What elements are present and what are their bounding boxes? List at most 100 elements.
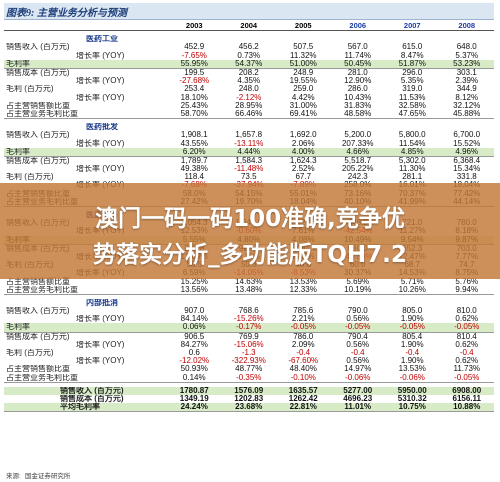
total-value-cell: 1635.57: [276, 386, 331, 395]
table-row: 增长率 (YOY) 49.38% -11.48% 2.52% 205.22% 11.30%…: [4, 165, 494, 173]
value-cell: 84.14%: [180, 315, 208, 324]
value-cell: 296.0: [402, 68, 423, 78]
value-cell: 5.37%: [455, 51, 479, 60]
value-cell: 5,200.0: [344, 131, 372, 140]
value-cell: 5,302.0: [398, 156, 426, 165]
section-title: 医药批发: [4, 123, 167, 132]
value-cell: 0.62%: [455, 340, 479, 349]
value-cell: 13.53%: [398, 365, 426, 374]
value-cell: 805.4: [402, 332, 423, 341]
total-value-cell: 24.24%: [167, 403, 222, 413]
value-cell: 66.46%: [221, 109, 276, 120]
table-row: 占主营业务毛利比重 0.14% -0.35% -0.10% -0.06% -0.06% -0…: [4, 373, 494, 383]
row-label: 占主营销售额比重: [6, 365, 70, 374]
table-row: 增长率 (YOY) 43.55% -13.11% 2.06% 207.33% 11.54%…: [4, 139, 494, 147]
value-cell: 8.12%: [455, 93, 479, 102]
section-blank-cell: [385, 298, 440, 307]
row-label: 增长率 (YOY): [76, 315, 125, 324]
value-cell: -1.3: [241, 348, 256, 358]
row-label: 销售成本 (百万元): [6, 68, 70, 78]
year-header: 2003: [167, 22, 222, 32]
value-cell: -11.48%: [234, 165, 264, 174]
row-label: 销售收入 (百万元): [6, 307, 70, 316]
total-value-cell: 6156.11: [452, 394, 481, 403]
year-header: 2006: [330, 22, 385, 32]
row-label: 销售成本 (百万元): [6, 332, 70, 341]
section-blank-cell: [276, 298, 331, 307]
row-label: 毛利率: [4, 59, 167, 69]
row-label: 增长率 (YOY): [76, 165, 125, 174]
total-value-cell: 11.01%: [330, 403, 385, 413]
value-cell: 4.35%: [237, 77, 261, 86]
year-header-row: 2003 2004 2005 2006 2007 2008: [4, 22, 494, 32]
table-row: 增长率 (YOY) 84.14% -15.26% 2.21% 0.56% 1.90% 0.6…: [4, 315, 494, 323]
value-cell: -0.06%: [385, 373, 440, 383]
total-value-cell: 6908.00: [439, 386, 494, 395]
value-cell: 790.0: [347, 307, 368, 316]
section-blank-cell: [439, 123, 494, 132]
value-cell: -67.60%: [288, 357, 319, 366]
row-label: 销售成本 (百万元): [6, 156, 70, 165]
row-label: 毛利率: [4, 147, 167, 157]
value-cell: 54.37%: [221, 59, 276, 69]
value-cell: 2.09%: [291, 340, 315, 349]
value-cell: -0.17%: [221, 323, 276, 333]
value-cell: 207.33%: [341, 139, 374, 148]
value-cell: 18.10%: [180, 93, 208, 102]
section-blank-cell: [330, 298, 385, 307]
year-header: 2004: [221, 22, 276, 32]
value-cell: 11.30%: [398, 165, 426, 174]
total-label: 销售成本 (百万元): [60, 394, 124, 403]
row-label: 占主营销售额比重: [6, 101, 70, 110]
year-header: 2008: [439, 22, 494, 32]
value-cell: 13.48%: [221, 285, 276, 295]
total-value-cell: 10.88%: [439, 403, 494, 413]
value-cell: 31.00%: [289, 101, 317, 110]
row-label: 销售收入 (百万元): [6, 43, 70, 52]
table-row: 销售成本 (百万元) 906.5 769.9 786.0 790.4 805.4 810.4: [4, 332, 494, 341]
source-label: 来源:: [6, 473, 21, 480]
value-cell: -12.02%: [179, 357, 210, 366]
value-cell: 5.71%: [400, 277, 424, 286]
table-row: 毛利 (百万元) 118.4 73.5 67.7 242.3 281.1 331.8: [4, 173, 494, 181]
total-value-cell: 10.75%: [385, 403, 440, 413]
table-row: 占主营业务毛利比重 58.70% 66.46% 69.41% 48.58% 47.65% 4…: [4, 109, 494, 120]
value-cell: 786.0: [293, 332, 314, 341]
section-blank-cell: [439, 35, 494, 44]
table-row: 占主营销售额比重 50.93% 48.77% 48.40% 14.97% 13.53% 11…: [4, 365, 494, 373]
value-cell: 9.94%: [439, 285, 494, 295]
table-row: 毛利率 0.06% -0.17% -0.05% -0.05% -0.05% -0.05%: [4, 323, 494, 333]
value-cell: 281.0: [347, 68, 368, 78]
row-label: 占主营业务毛利比重: [4, 109, 167, 120]
section-header-row: 医药批发: [4, 123, 494, 132]
row-label: 占主营业务毛利比重: [4, 285, 167, 295]
value-cell: 14.97%: [344, 365, 372, 374]
value-cell: 248.0: [238, 85, 259, 94]
row-label: 毛利 (百万元): [6, 85, 54, 94]
table-row: 销售收入 (百万元) 907.0 768.6 785.6 790.0 805.0 810.0: [4, 307, 494, 315]
total-row: 平均毛利率 24.24% 23.68% 22.81% 11.01% 10.75% 10.88…: [4, 403, 494, 413]
value-cell: -13.11%: [234, 139, 264, 148]
value-cell: -0.35%: [221, 373, 276, 383]
value-cell: 1,657.8: [235, 131, 263, 140]
watermark-banner: 澳门一码一码100准确,竞争优 势落实分析_多功能版TQH7.2: [0, 183, 500, 279]
value-cell: 1,624.3: [289, 156, 317, 165]
value-cell: 12.33%: [276, 285, 331, 295]
value-cell: 0.06%: [167, 323, 222, 333]
banner-line-2: 势落实分析_多功能版TQH7.2: [93, 242, 407, 268]
section-blank-cell: [276, 35, 331, 44]
source-text: 国金证券研究所: [24, 473, 71, 480]
section-blank-cell: [221, 35, 276, 44]
value-cell: 0.62%: [455, 357, 479, 366]
row-label: 增长率 (YOY): [76, 93, 125, 102]
value-cell: 55.95%: [167, 59, 222, 69]
value-cell: 11.54%: [398, 139, 426, 148]
row-label: 增长率 (YOY): [76, 357, 125, 366]
value-cell: -15.06%: [233, 340, 264, 349]
table-row: 增长率 (YOY) 84.27% -15.06% 2.09% 0.56% 1.90% 0.6…: [4, 341, 494, 349]
value-cell: 4.85%: [385, 147, 440, 157]
value-cell: 58.70%: [167, 109, 222, 120]
table-row: 毛利 (百万元) 0.6 -1.3 -0.4 -0.4 -0.4 -0.4: [4, 349, 494, 357]
value-cell: 1,789.7: [180, 156, 208, 165]
value-cell: 43.55%: [180, 139, 208, 148]
